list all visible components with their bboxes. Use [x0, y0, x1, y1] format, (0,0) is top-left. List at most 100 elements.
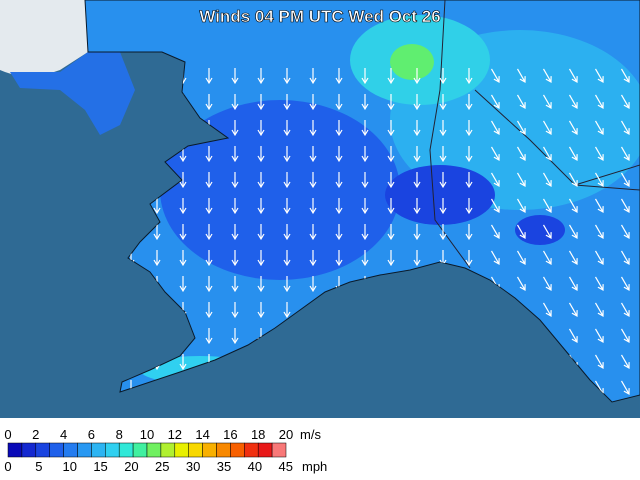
arrow-head — [205, 233, 213, 241]
arrow-head — [257, 233, 265, 241]
wind-arrow — [387, 250, 395, 267]
arrow-shaft — [620, 146, 630, 160]
arrow-head — [597, 128, 604, 135]
arrow-head — [519, 128, 526, 135]
color-box — [35, 442, 50, 458]
arrow-head — [179, 181, 187, 189]
arrow-shaft — [516, 68, 526, 82]
wind-arrow — [516, 68, 526, 83]
wind-arrow — [231, 68, 239, 85]
mph-label: 25 — [155, 459, 169, 474]
arrow-head — [283, 155, 291, 163]
wind-arrow — [620, 198, 630, 213]
wind-arrow — [620, 328, 630, 343]
arrow-head — [361, 181, 369, 189]
wind-arrow — [516, 250, 526, 265]
arrow-head — [257, 311, 265, 319]
wind-arrow — [361, 120, 369, 137]
arrow-head — [597, 232, 604, 239]
wind-arrow — [490, 172, 500, 187]
wind-arrow — [231, 172, 239, 189]
arrow-head — [283, 259, 291, 267]
wind-arrow — [620, 68, 630, 83]
arrow-head — [519, 284, 526, 291]
arrow-head — [545, 310, 552, 317]
map-title: Winds 04 PM UTC Wed Oct 26 — [199, 7, 440, 26]
arrow-head — [545, 76, 552, 83]
arrow-head — [257, 155, 265, 163]
wind-arrow — [568, 328, 578, 343]
wind-arrow — [542, 198, 552, 213]
ms-label: 12 — [168, 427, 182, 442]
arrow-head — [361, 259, 369, 267]
wind-arrow — [413, 224, 421, 241]
arrow-shaft — [620, 354, 630, 368]
wind-arrow — [620, 354, 630, 369]
arrow-head — [597, 362, 604, 369]
arrow-shaft — [620, 198, 630, 212]
wind-arrow — [439, 68, 447, 85]
wind-arrow — [231, 328, 239, 345]
color-box — [188, 442, 203, 458]
wind-arrow — [205, 224, 213, 241]
arrow-head — [623, 336, 630, 343]
wind-arrow — [465, 94, 473, 111]
arrow-shaft — [594, 224, 604, 238]
color-box — [105, 442, 120, 458]
wind-arrow — [283, 146, 291, 163]
mph-label: 35 — [217, 459, 231, 474]
wind-arrow — [594, 146, 604, 161]
arrow-head — [283, 285, 291, 293]
arrow-shaft — [542, 68, 552, 82]
arrow-head — [493, 128, 500, 135]
arrow-head — [309, 103, 317, 111]
wind-arrow — [257, 68, 265, 85]
arrow-shaft — [542, 172, 552, 186]
wind-arrow — [542, 68, 552, 83]
arrow-shaft — [620, 120, 630, 134]
arrow-head — [519, 154, 526, 161]
arrow-head — [597, 206, 604, 213]
arrow-shaft — [542, 94, 552, 108]
wind-arrow — [465, 68, 473, 85]
arrow-head — [205, 311, 213, 319]
arrow-head — [439, 103, 447, 111]
arrow-head — [309, 77, 317, 85]
arrow-head — [387, 103, 395, 111]
arrow-head — [257, 259, 265, 267]
wind-arrow — [361, 94, 369, 111]
arrow-head — [335, 233, 343, 241]
wind-arrow — [568, 302, 578, 317]
wind-arrow — [283, 94, 291, 111]
color-box — [174, 442, 189, 458]
color-box — [63, 442, 78, 458]
ms-unit: m/s — [300, 427, 321, 442]
wind-arrow — [568, 224, 578, 239]
wind-arrow — [387, 120, 395, 137]
arrow-shaft — [490, 250, 500, 264]
wind-arrow — [257, 302, 265, 319]
wind-arrow — [257, 146, 265, 163]
color-box — [21, 442, 37, 458]
wind-arrow — [516, 146, 526, 161]
wind-arrow — [620, 146, 630, 161]
field-slowest — [515, 215, 565, 245]
wind-arrow — [568, 276, 578, 291]
arrow-head — [231, 103, 239, 111]
arrow-shaft — [594, 250, 604, 264]
arrow-head — [335, 77, 343, 85]
ms-label: 6 — [88, 427, 95, 442]
arrow-head — [413, 129, 421, 137]
mph-label: 40 — [248, 459, 262, 474]
arrow-head — [623, 388, 630, 395]
arrow-head — [283, 77, 291, 85]
arrow-head — [493, 180, 500, 187]
borders — [429, 0, 640, 269]
arrow-shaft — [594, 276, 604, 290]
wind-arrow — [465, 146, 473, 163]
arrow-head — [257, 103, 265, 111]
arrow-head — [387, 129, 395, 137]
arrow-head — [519, 180, 526, 187]
arrow-head — [309, 181, 317, 189]
wind-arrow — [153, 198, 161, 215]
